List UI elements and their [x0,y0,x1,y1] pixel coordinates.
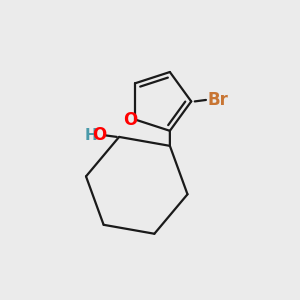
Text: Br: Br [207,91,228,109]
Text: O: O [123,111,137,129]
Text: H: H [84,128,97,143]
Text: O: O [92,126,106,144]
